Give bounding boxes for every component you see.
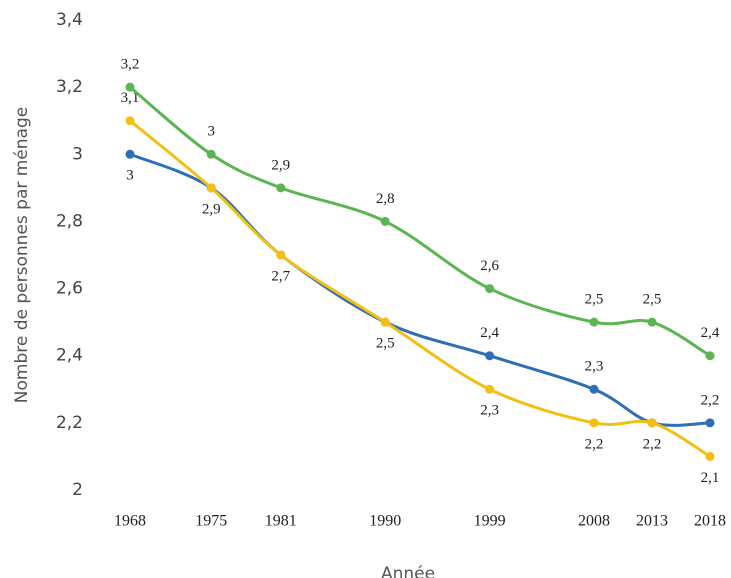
data-label: 2,5 xyxy=(376,336,395,352)
point xyxy=(125,82,135,92)
y-tick-label: 2,2 xyxy=(56,413,83,433)
y-tick-label: 2,6 xyxy=(56,279,83,299)
data-label: 2,5 xyxy=(585,292,604,308)
point xyxy=(380,216,390,226)
data-label: 3,1 xyxy=(121,90,140,106)
y-tick-label: 3,4 xyxy=(56,10,83,30)
data-label: 3 xyxy=(207,124,215,140)
data-label: 2,3 xyxy=(585,359,604,375)
x-tick-label: 1968 xyxy=(114,513,146,530)
data-label: 3 xyxy=(126,168,134,184)
point xyxy=(485,384,495,394)
x-tick-label: 1990 xyxy=(369,513,401,530)
y-tick-label: 3 xyxy=(72,144,83,164)
point xyxy=(705,418,715,428)
point xyxy=(276,183,286,193)
point xyxy=(380,317,390,327)
data-label: 2,4 xyxy=(701,325,720,341)
series-line xyxy=(129,119,711,458)
point xyxy=(647,317,657,327)
point xyxy=(705,351,715,361)
x-axis-label: Année xyxy=(381,564,435,578)
y-tick-label: 2,8 xyxy=(56,211,83,231)
x-tick-label: 2018 xyxy=(694,513,726,530)
y-tick-label: 2,4 xyxy=(56,346,83,366)
point xyxy=(589,317,599,327)
data-label: 2,5 xyxy=(643,292,662,308)
point xyxy=(125,116,135,126)
data-label: 2,3 xyxy=(480,403,499,419)
point xyxy=(125,149,135,159)
y-tick-label: 3,2 xyxy=(56,77,83,97)
data-label: 2,9 xyxy=(271,157,290,173)
point xyxy=(276,250,286,260)
data-label: 2,2 xyxy=(585,436,604,452)
data-label: 2,9 xyxy=(202,201,221,217)
point xyxy=(589,418,599,428)
data-label: 2,4 xyxy=(480,325,499,341)
point xyxy=(206,183,216,193)
data-label: 2,2 xyxy=(643,436,662,452)
data-label: 2,1 xyxy=(701,470,720,486)
y-tick-label: 2 xyxy=(72,480,83,500)
point xyxy=(647,418,657,428)
x-tick-label: 1981 xyxy=(265,513,297,530)
x-tick-label: 1999 xyxy=(474,513,506,530)
point xyxy=(206,149,216,159)
point xyxy=(705,451,715,461)
point xyxy=(589,384,599,394)
x-tick-label: 2008 xyxy=(578,513,610,530)
point xyxy=(485,284,495,294)
data-label: 3,2 xyxy=(121,57,140,73)
point xyxy=(485,351,495,361)
data-label: 2,6 xyxy=(480,258,499,274)
x-tick-label: 2013 xyxy=(636,513,668,530)
data-label: 2,7 xyxy=(271,268,290,284)
series-line xyxy=(129,85,711,358)
data-label: 2,2 xyxy=(701,392,720,408)
y-axis-label: Nombre de personnes par ménage xyxy=(12,107,32,403)
data-label: 2,8 xyxy=(376,191,395,207)
x-tick-label: 1975 xyxy=(195,513,227,530)
